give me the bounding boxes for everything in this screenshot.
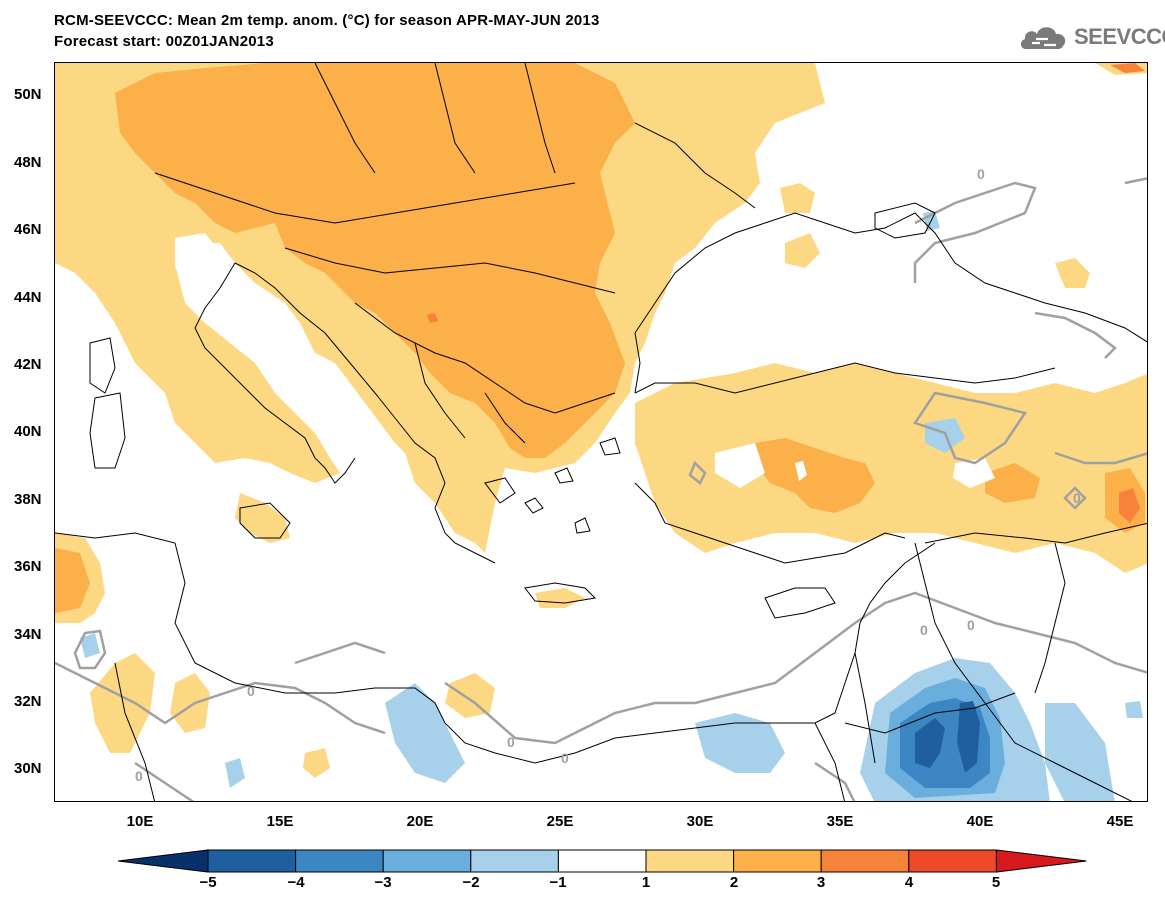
colorbar-label: −5 [199, 874, 217, 891]
contour-label: 0 [1073, 490, 1081, 506]
anomaly-fill-3-4 [427, 63, 1145, 523]
colorbar-segment [820, 849, 910, 873]
colorbar-label: 5 [991, 874, 1001, 891]
colorbar-label: 1 [641, 874, 651, 891]
lon-label: 45E [1106, 813, 1134, 830]
colorbar-segment [995, 849, 1087, 873]
colorbar [118, 849, 1087, 873]
colorbar-segment [908, 849, 997, 873]
neutral-holes [175, 233, 995, 488]
colorbar-label: −1 [549, 874, 567, 891]
anomaly-map: 0 0 0 0 0 0 0 0 [55, 63, 1147, 801]
lat-label: 36N [14, 558, 42, 575]
lat-label: 44N [14, 289, 42, 306]
contour-label: 0 [507, 734, 515, 750]
lon-label: 35E [826, 813, 854, 830]
lon-label: 15E [266, 813, 294, 830]
cloud-icon [1020, 27, 1066, 49]
map-panel: 0 0 0 0 0 0 0 0 [54, 62, 1148, 802]
colorbar-segment [733, 849, 822, 873]
contour-label: 0 [977, 166, 985, 182]
contour-label: 0 [247, 683, 255, 699]
colorbar-segment [645, 849, 735, 873]
lon-label: 25E [546, 813, 574, 830]
colorbar-label: −3 [374, 874, 392, 891]
colorbar-segment [295, 849, 384, 873]
lat-label: 42N [14, 356, 42, 373]
anomaly-fill-neg [80, 211, 1143, 801]
contour-label: 0 [135, 768, 143, 784]
colorbar-label: 3 [816, 874, 826, 891]
contour-label: 0 [967, 617, 975, 633]
colorbar-label: 4 [904, 874, 914, 891]
map-subtitle: Forecast start: 00Z01JAN2013 [54, 33, 274, 50]
lon-label: 20E [406, 813, 434, 830]
colorbar-segments [118, 849, 1087, 873]
seevccc-logo: SEEVCCC [1018, 20, 1165, 54]
lon-label: 10E [126, 813, 154, 830]
lat-label: 34N [14, 626, 42, 643]
colorbar-label: −2 [462, 874, 480, 891]
lat-label: 30N [14, 760, 42, 777]
colorbar-segment [557, 849, 647, 873]
coastlines-borders [55, 63, 1147, 801]
lat-label: 50N [14, 86, 42, 103]
colorbar-segment [470, 849, 559, 873]
colorbar-segment [118, 849, 209, 873]
lat-label: 32N [14, 693, 42, 710]
logo-text: SEEVCCC [1074, 24, 1165, 49]
lat-label: 46N [14, 221, 42, 238]
contour-label: 0 [561, 750, 569, 766]
contour-label: 0 [920, 622, 928, 638]
contour-labels: 0 0 0 0 0 0 0 0 [135, 166, 1081, 784]
colorbar-segment [382, 849, 472, 873]
colorbar-label: 2 [729, 874, 739, 891]
lon-label: 40E [966, 813, 994, 830]
colorbar-label: −4 [287, 874, 305, 891]
lon-label: 30E [686, 813, 714, 830]
lat-label: 48N [14, 154, 42, 171]
title-block: RCM-SEEVCCC: Mean 2m temp. anom. (°C) fo… [54, 10, 600, 52]
lat-label: 38N [14, 491, 42, 508]
lat-label: 40N [14, 423, 42, 440]
colorbar-segment [207, 849, 297, 873]
map-title: RCM-SEEVCCC: Mean 2m temp. anom. (°C) fo… [54, 12, 600, 29]
